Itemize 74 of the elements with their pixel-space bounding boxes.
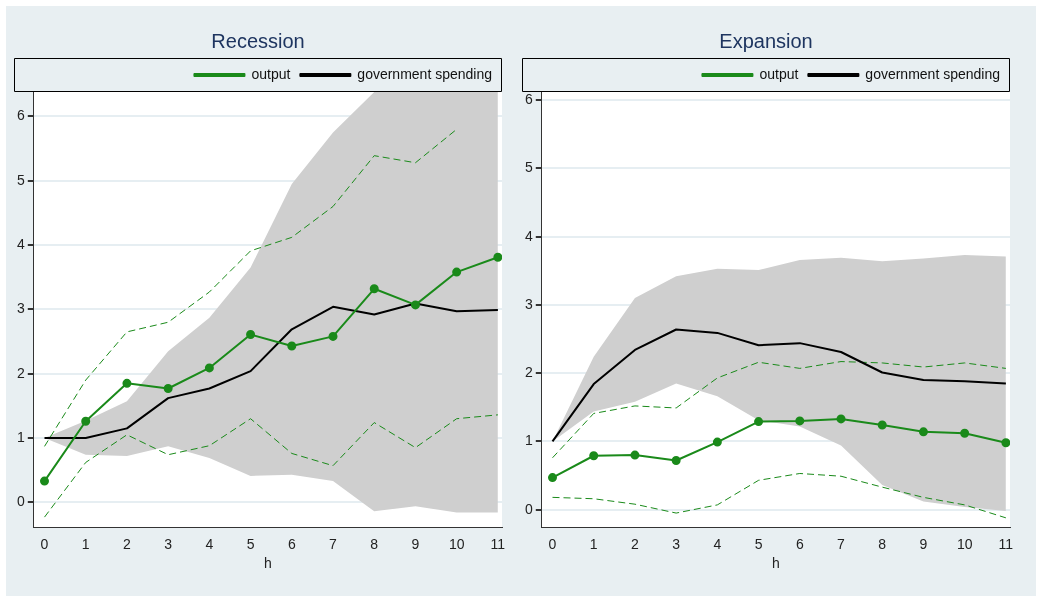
y-tick-label: 0 [524, 500, 533, 517]
x-tick-label: 3 [164, 535, 173, 552]
point [918, 427, 928, 437]
legend-label: output [759, 65, 799, 82]
x-tick-label: 10 [448, 535, 465, 552]
legend-label: government spending [357, 65, 493, 82]
line-series [552, 361, 1007, 459]
point [754, 417, 764, 427]
point [81, 416, 91, 426]
point [877, 420, 887, 430]
x-tick-label: 1 [589, 535, 598, 552]
x-tick-label: 7 [329, 535, 338, 552]
x-tick-label: 2 [123, 535, 132, 552]
x-tick-label: 0 [548, 535, 557, 552]
legend-label: government spending [865, 65, 1001, 82]
point [795, 416, 805, 426]
x-tick-label: 8 [878, 535, 887, 552]
point [493, 252, 502, 262]
x-tick-label: 3 [672, 535, 681, 552]
x-tick-label: 5 [246, 535, 255, 552]
point [836, 414, 846, 424]
y-tick-label: 2 [524, 364, 533, 381]
x-tick-label: 0 [40, 535, 49, 552]
y-tick-label: 3 [524, 295, 533, 312]
point [328, 331, 338, 341]
point [163, 383, 173, 393]
y-tick-label: 0 [16, 493, 25, 510]
x-tick-label: 4 [205, 535, 214, 552]
legend-label: output [251, 65, 291, 82]
y-tick-label: 5 [524, 159, 533, 176]
x-tick-label: 4 [713, 535, 722, 552]
x-axis-title: h [771, 555, 780, 572]
point [589, 451, 599, 461]
point [410, 300, 420, 310]
point [369, 284, 379, 294]
point [671, 456, 681, 466]
x-tick-label: 1 [81, 535, 90, 552]
y-tick-label: 5 [16, 171, 25, 188]
y-tick-label: 1 [524, 432, 533, 449]
y-tick-label: 6 [524, 91, 533, 108]
y-tick-label: 4 [524, 227, 533, 244]
x-tick-label: 11 [490, 535, 506, 552]
x-tick-label: 7 [837, 535, 846, 552]
x-axis-title: h [263, 555, 272, 572]
point [1001, 438, 1010, 448]
point [204, 363, 214, 373]
point [630, 450, 640, 460]
x-tick-label: 2 [631, 535, 640, 552]
point [40, 476, 49, 486]
point [548, 473, 557, 483]
chart-title: Expansion [719, 29, 813, 52]
x-tick-label: 6 [287, 535, 296, 552]
point [122, 378, 132, 388]
line-series [552, 472, 1007, 519]
y-tick-label: 6 [16, 107, 25, 124]
line-series [44, 128, 458, 447]
y-tick-label: 4 [16, 235, 25, 252]
point [246, 329, 256, 339]
point [452, 267, 462, 277]
x-tick-label: 6 [795, 535, 804, 552]
x-tick-label: 8 [370, 535, 379, 552]
line-series [44, 414, 499, 518]
x-tick-label: 11 [998, 535, 1014, 552]
y-tick-label: 2 [16, 364, 25, 381]
point [287, 341, 297, 351]
point [960, 428, 970, 438]
x-tick-label: 10 [956, 535, 973, 552]
x-tick-label: 9 [919, 535, 928, 552]
x-tick-label: 5 [754, 535, 763, 552]
y-tick-label: 1 [16, 428, 25, 445]
x-tick-label: 9 [411, 535, 420, 552]
y-tick-label: 3 [16, 300, 25, 317]
chart-title: Recession [211, 29, 305, 52]
point [712, 437, 722, 447]
